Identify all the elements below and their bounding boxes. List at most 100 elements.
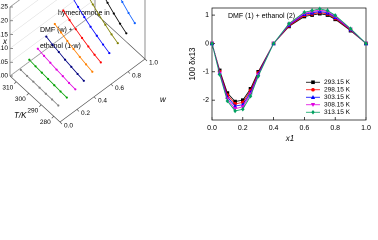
point (91, 3, 94, 6)
point (74, 88, 77, 91)
point (87, 45, 90, 48)
point (82, 79, 85, 82)
marker (225, 98, 230, 104)
x-tick-label: 280 (40, 119, 51, 126)
y-axis-label: x (2, 37, 8, 46)
x-tick-label: 300 (15, 96, 26, 103)
point (101, 43, 105, 46)
x-tick-label: 310 (2, 84, 13, 91)
point (72, 47, 75, 51)
point (46, 77, 50, 81)
marker (241, 98, 245, 102)
point (97, 13, 101, 16)
z-tick (144, 58, 148, 62)
grid-line (9, 0, 76, 49)
series-line (89, 0, 119, 44)
point (99, 61, 102, 64)
x-tick-label: 290 (27, 107, 38, 114)
chart-title: DMF (1) + ethanol (2) (228, 13, 295, 20)
grid-line (9, 0, 95, 63)
point (118, 22, 122, 25)
marker (271, 41, 276, 46)
x-tick-label: 0.2 (238, 125, 248, 132)
point (57, 104, 60, 107)
marker (256, 74, 260, 79)
x-tick-label: 0.0 (207, 125, 217, 132)
legend-label: 298.15 K (324, 86, 351, 93)
point (59, 31, 63, 34)
box-edge (59, 58, 146, 123)
marker (233, 99, 237, 104)
x-tick (14, 81, 17, 84)
y-tick-label: -2 (203, 97, 209, 104)
point (116, 42, 119, 45)
point (104, 23, 107, 26)
point (110, 33, 113, 36)
annotation: ethanol (1-w) (40, 43, 81, 50)
x-axis-label: T/K (14, 111, 27, 120)
point (66, 39, 69, 43)
marker (287, 21, 291, 26)
point (108, 51, 111, 55)
point (84, 63, 88, 66)
marker (217, 72, 222, 77)
marker (210, 41, 214, 46)
point (78, 55, 81, 59)
marker (325, 8, 330, 13)
annotation: hymecromone in (58, 10, 110, 17)
point (57, 50, 60, 54)
z-tick (76, 109, 80, 112)
point (89, 25, 92, 28)
point (127, 11, 130, 15)
x-tick (39, 104, 42, 107)
y-tick-label: 0 (205, 40, 209, 47)
point (36, 47, 39, 50)
legend-label: 308.15 K (324, 101, 351, 108)
point (76, 72, 79, 76)
x-tick (51, 116, 54, 119)
x-tick-label: 1.0 (361, 125, 371, 132)
grid-line (9, 0, 20, 8)
point (51, 43, 54, 46)
marker (333, 13, 337, 18)
point (125, 32, 128, 35)
point (68, 19, 71, 22)
point (112, 12, 115, 15)
marker (318, 6, 322, 12)
point (93, 53, 96, 56)
z-tick-label: 1.0 (149, 60, 158, 67)
point (67, 81, 71, 85)
z-tick (127, 71, 131, 74)
y-tick-label: 1 (205, 12, 209, 19)
z-tick-label: 0.2 (81, 110, 90, 117)
point (59, 90, 62, 93)
point (76, 5, 80, 9)
point (61, 75, 64, 78)
point (28, 58, 31, 61)
marker (364, 41, 368, 46)
z-tick (59, 121, 63, 125)
y-tick-label: 0.20 (0, 18, 8, 25)
box-edge (94, 12, 146, 60)
marker (310, 95, 316, 100)
legend-label: 313.15 K (324, 109, 351, 116)
point (62, 9, 65, 12)
point (53, 84, 56, 87)
point (34, 65, 37, 68)
legend-label: 293.15 K (324, 79, 351, 86)
point (44, 92, 47, 95)
z-tick-label: 0.8 (132, 72, 141, 79)
z-axis-label: w (160, 95, 167, 104)
marker (348, 26, 353, 31)
x-tick-label: 0.8 (330, 125, 340, 132)
z-tick (93, 96, 97, 100)
point (45, 35, 48, 38)
marker (310, 8, 314, 13)
point (121, 0, 124, 4)
marker (311, 87, 315, 92)
plot-frame (211, 7, 367, 121)
z-tick (110, 83, 114, 87)
marker (233, 108, 237, 114)
y-axis-label: 100 δx13 (188, 47, 197, 80)
grid-line (9, 0, 58, 35)
